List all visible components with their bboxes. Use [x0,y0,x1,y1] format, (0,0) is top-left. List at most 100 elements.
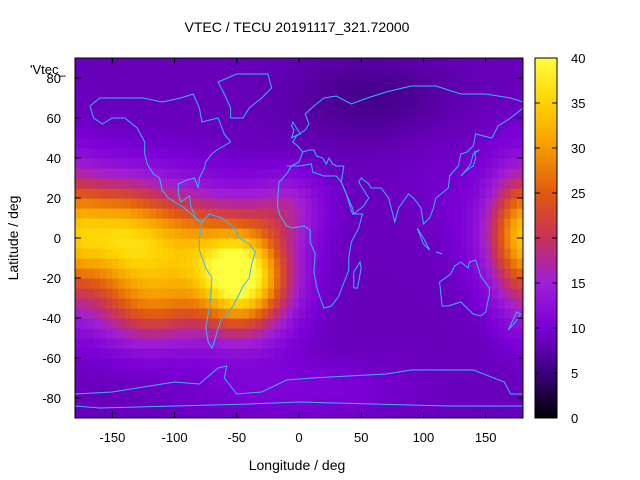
heat-cell [417,188,425,199]
heat-cell [174,328,182,339]
heat-cell [442,58,449,69]
heat-cell [417,58,425,69]
heat-cell [99,338,107,349]
heat-cell [373,58,381,69]
heat-cell [473,268,481,279]
heat-cell [99,288,107,299]
heat-cell [155,398,163,409]
heat-cell [367,408,375,418]
heat-cell [417,368,425,379]
heat-cell [292,198,300,209]
heat-cell [348,358,356,369]
heat-cell [199,298,207,309]
heat-cell [330,108,337,119]
heat-cell [317,228,325,239]
heat-cell [249,198,257,209]
heat-cell [367,118,375,129]
heat-cell [199,248,207,259]
heat-cell [249,188,257,199]
heat-cell [516,148,523,159]
heat-cell [460,318,468,329]
heat-cell [317,178,325,189]
heat-cell [230,68,238,79]
heat-cell [255,338,263,349]
heat-cell [305,98,313,109]
heat-cell [323,288,331,299]
heat-cell [112,148,120,159]
heat-cell [348,258,356,269]
heat-cell [292,148,300,159]
heat-cell [435,378,443,389]
heat-cell [267,138,275,149]
heat-cell [267,368,275,379]
heat-cell [193,138,201,149]
heat-cell [118,338,126,349]
heat-cell [211,248,219,259]
heat-cell [180,78,188,89]
heat-cell [143,368,151,379]
heat-cell [149,338,157,349]
heat-cell [143,228,151,239]
heat-cell [112,168,120,179]
heat-cell [280,88,288,99]
heat-cell [81,108,89,119]
heat-cell [435,238,443,249]
heat-cell [168,78,176,89]
heat-cell [317,398,325,409]
heat-cell [317,118,325,129]
heat-cell [342,378,350,389]
heat-cell [342,138,350,149]
heat-cell [317,408,325,418]
heat-cell [330,278,337,289]
heat-cell [479,168,487,179]
heat-cell [491,388,499,399]
heat-cell [504,388,512,399]
heat-cell [286,88,294,99]
heat-cell [230,178,238,189]
heat-cell [255,208,263,219]
heat-cell [442,88,449,99]
heat-cell [143,198,151,209]
heat-cell [211,78,219,89]
heat-cell [211,258,219,269]
heat-cell [149,68,157,79]
heat-cell [510,188,518,199]
heat-cell [162,308,169,319]
heat-cell [187,158,194,169]
heat-cell [404,228,412,239]
heat-cell [274,178,281,189]
heat-cell [516,218,523,229]
heat-cell [348,268,356,279]
heat-cell [510,98,518,109]
heat-cell [299,78,306,89]
heat-cell [112,278,120,289]
heat-cell [516,378,523,389]
heat-cell [504,238,512,249]
heat-cell [99,188,107,199]
heat-cell [404,328,412,339]
heat-cell [379,238,387,249]
heat-cell [417,128,425,139]
heat-cell [373,318,381,329]
heat-cell [236,258,244,269]
heat-cell [398,328,406,339]
heat-cell [286,138,294,149]
heat-cell [361,308,369,319]
heat-cell [131,308,138,319]
heat-cell [162,198,169,209]
heat-cell [485,128,493,139]
heat-cell [398,108,406,119]
heat-cell [299,88,306,99]
heat-cell [460,378,468,389]
heat-cell [193,288,201,299]
heat-cell [187,78,194,89]
heat-cell [479,188,487,199]
heat-cell [230,288,238,299]
heat-cell [118,68,126,79]
heat-cell [510,208,518,219]
heat-cell [292,58,300,69]
heat-cell [292,378,300,389]
heat-cell [149,408,157,418]
heat-cell [498,338,505,349]
heat-cell [404,118,412,129]
